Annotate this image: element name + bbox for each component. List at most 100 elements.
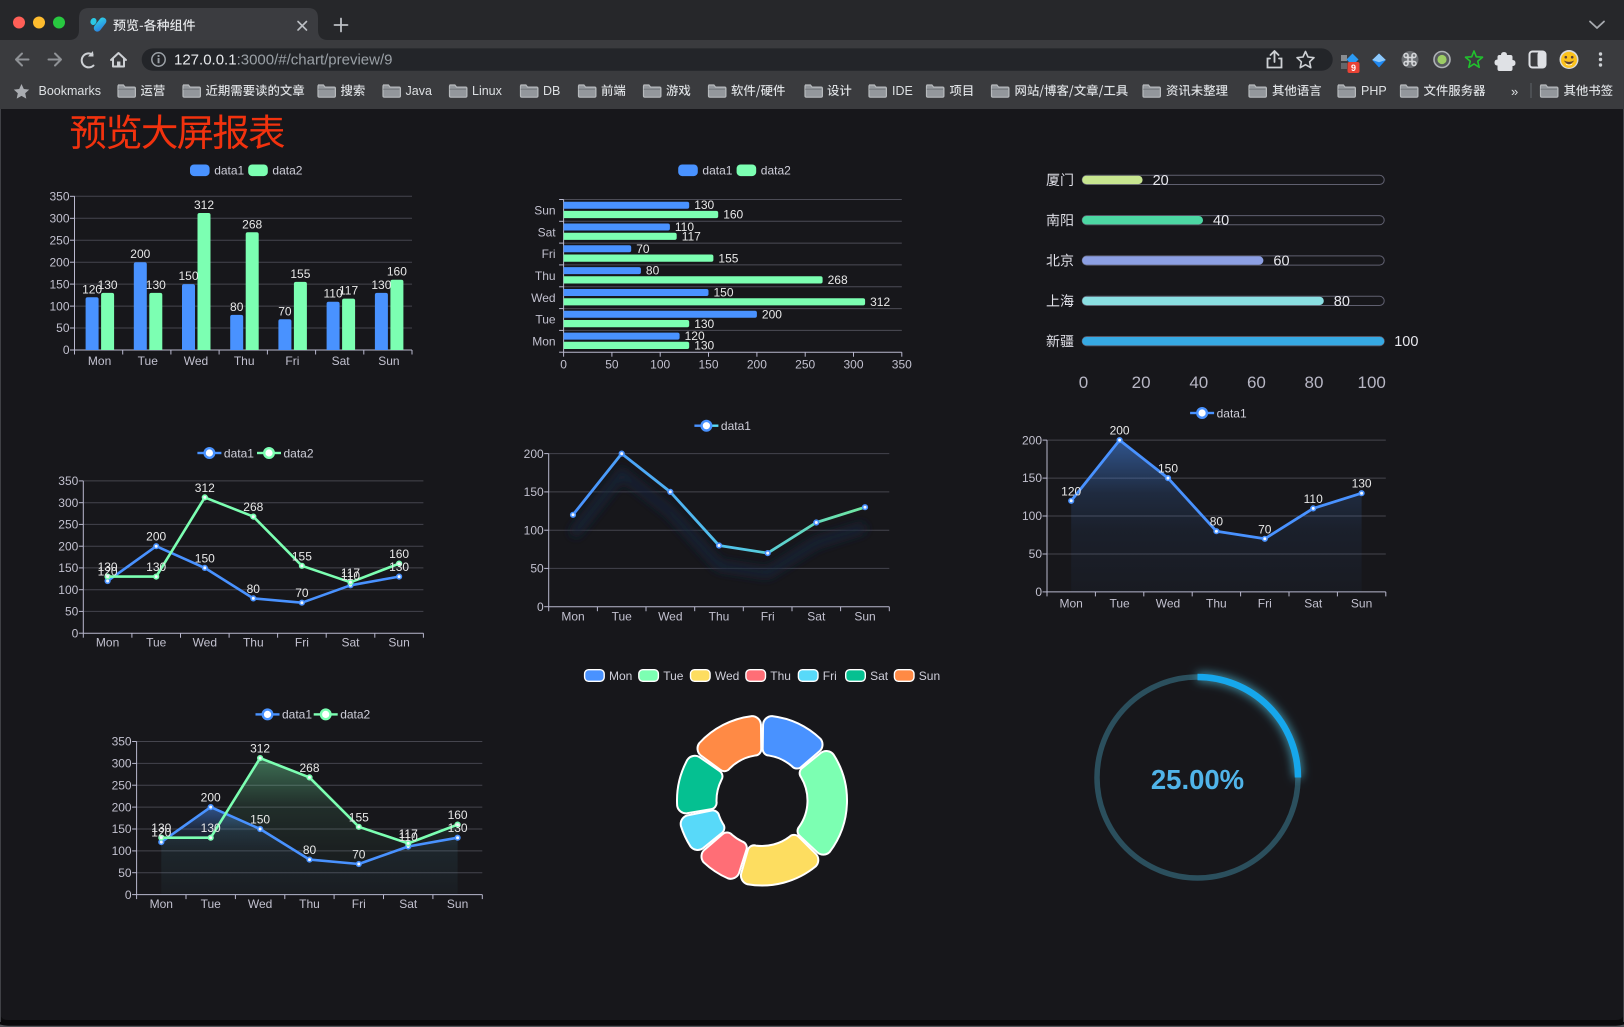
- svg-text:Sat: Sat: [1304, 597, 1323, 611]
- svg-text:160: 160: [448, 808, 468, 822]
- svg-text:0: 0: [125, 888, 132, 902]
- svg-text:200: 200: [130, 247, 150, 261]
- svg-text:100: 100: [112, 844, 132, 858]
- svg-text:50: 50: [65, 605, 79, 619]
- svg-text:110: 110: [324, 287, 343, 301]
- svg-text:100: 100: [1358, 373, 1386, 392]
- svg-text:Wed: Wed: [1156, 597, 1180, 611]
- svg-text:Thu: Thu: [243, 636, 264, 650]
- svg-text:Fri: Fri: [285, 354, 299, 368]
- svg-text:Tue: Tue: [146, 636, 167, 650]
- svg-text:80: 80: [303, 843, 317, 857]
- svg-text:Tue: Tue: [535, 313, 556, 327]
- svg-text:200: 200: [49, 255, 69, 269]
- svg-text:350: 350: [112, 735, 132, 749]
- svg-text:117: 117: [682, 230, 701, 244]
- svg-text:Tue: Tue: [201, 897, 222, 911]
- svg-text:data2: data2: [272, 164, 302, 178]
- svg-text:200: 200: [58, 539, 78, 553]
- svg-text:130: 130: [1352, 477, 1372, 491]
- svg-text:200: 200: [201, 791, 221, 805]
- svg-text:200: 200: [524, 447, 544, 461]
- svg-text:70: 70: [1258, 522, 1272, 536]
- svg-text:300: 300: [112, 757, 132, 771]
- svg-text:Mon: Mon: [532, 335, 555, 349]
- svg-text:100: 100: [1022, 509, 1042, 523]
- svg-text:PHP: PHP: [1361, 84, 1387, 98]
- svg-text:data1: data1: [721, 419, 751, 433]
- svg-text:Sun: Sun: [534, 204, 555, 218]
- svg-text:Thu: Thu: [709, 610, 730, 624]
- svg-text:110: 110: [675, 220, 694, 234]
- svg-text:120: 120: [685, 329, 705, 343]
- svg-text:Linux: Linux: [472, 84, 503, 98]
- svg-text:150: 150: [1022, 471, 1042, 485]
- svg-text:Sun: Sun: [854, 610, 875, 624]
- svg-text:0: 0: [72, 626, 79, 640]
- svg-text:0: 0: [63, 343, 70, 357]
- svg-text:350: 350: [58, 474, 78, 488]
- svg-text:150: 150: [49, 277, 69, 291]
- svg-text:80: 80: [230, 300, 244, 314]
- svg-text:100: 100: [49, 299, 69, 313]
- svg-text:data1: data1: [214, 164, 244, 178]
- svg-text:Sun: Sun: [1351, 597, 1372, 611]
- svg-text:155: 155: [290, 267, 310, 281]
- svg-text:312: 312: [250, 742, 270, 756]
- svg-text:268: 268: [242, 217, 262, 231]
- svg-text:IDE: IDE: [892, 84, 913, 98]
- svg-text:40: 40: [1189, 373, 1208, 392]
- svg-text:300: 300: [58, 496, 78, 510]
- svg-text:312: 312: [870, 295, 890, 309]
- svg-text:300: 300: [843, 358, 863, 372]
- svg-text:155: 155: [718, 251, 738, 265]
- svg-text:80: 80: [1305, 373, 1324, 392]
- svg-text:Sun: Sun: [388, 636, 409, 650]
- svg-text:120: 120: [1061, 484, 1081, 498]
- svg-text:268: 268: [243, 500, 263, 514]
- svg-text:data2: data2: [340, 708, 370, 722]
- svg-text:Sat: Sat: [807, 610, 826, 624]
- svg-text:Sun: Sun: [447, 897, 468, 911]
- svg-text:data2: data2: [761, 164, 791, 178]
- svg-text:120: 120: [151, 826, 171, 840]
- svg-text:100: 100: [524, 523, 544, 537]
- svg-text:130: 130: [201, 821, 221, 835]
- svg-text:Sat: Sat: [538, 225, 557, 239]
- svg-text:110: 110: [399, 830, 418, 844]
- svg-text:Wed: Wed: [248, 897, 272, 911]
- svg-text:20: 20: [1153, 173, 1169, 189]
- svg-text:Fri: Fri: [295, 636, 309, 650]
- svg-text:250: 250: [795, 358, 815, 372]
- svg-text:130: 130: [98, 560, 118, 574]
- svg-text:312: 312: [195, 481, 215, 495]
- svg-text:130: 130: [371, 278, 391, 292]
- svg-text:130: 130: [389, 560, 409, 574]
- svg-text:250: 250: [49, 233, 69, 247]
- svg-text:Tue: Tue: [1109, 597, 1130, 611]
- svg-text:117: 117: [341, 566, 360, 580]
- svg-text:50: 50: [530, 562, 544, 576]
- svg-text:Mon: Mon: [1060, 597, 1083, 611]
- svg-text:Wed: Wed: [658, 610, 682, 624]
- svg-text:Thu: Thu: [234, 354, 255, 368]
- svg-text:150: 150: [112, 822, 132, 836]
- svg-text:70: 70: [295, 586, 309, 600]
- svg-text:20: 20: [1132, 373, 1151, 392]
- svg-text:Wed: Wed: [193, 636, 217, 650]
- svg-text:70: 70: [278, 304, 292, 318]
- svg-text:data1: data1: [702, 164, 732, 178]
- svg-text:Mon: Mon: [561, 610, 584, 624]
- svg-text:70: 70: [352, 848, 366, 862]
- svg-text:50: 50: [56, 321, 70, 335]
- svg-text:0: 0: [1079, 373, 1088, 392]
- svg-text:250: 250: [58, 518, 78, 532]
- svg-text:DB: DB: [543, 84, 560, 98]
- svg-text:50: 50: [118, 866, 132, 880]
- svg-text:9: 9: [1351, 63, 1356, 73]
- svg-text:268: 268: [299, 761, 319, 775]
- svg-text:100: 100: [1394, 334, 1418, 350]
- svg-text:150: 150: [195, 551, 215, 565]
- svg-text:»: »: [1511, 84, 1518, 99]
- svg-text:50: 50: [605, 358, 619, 372]
